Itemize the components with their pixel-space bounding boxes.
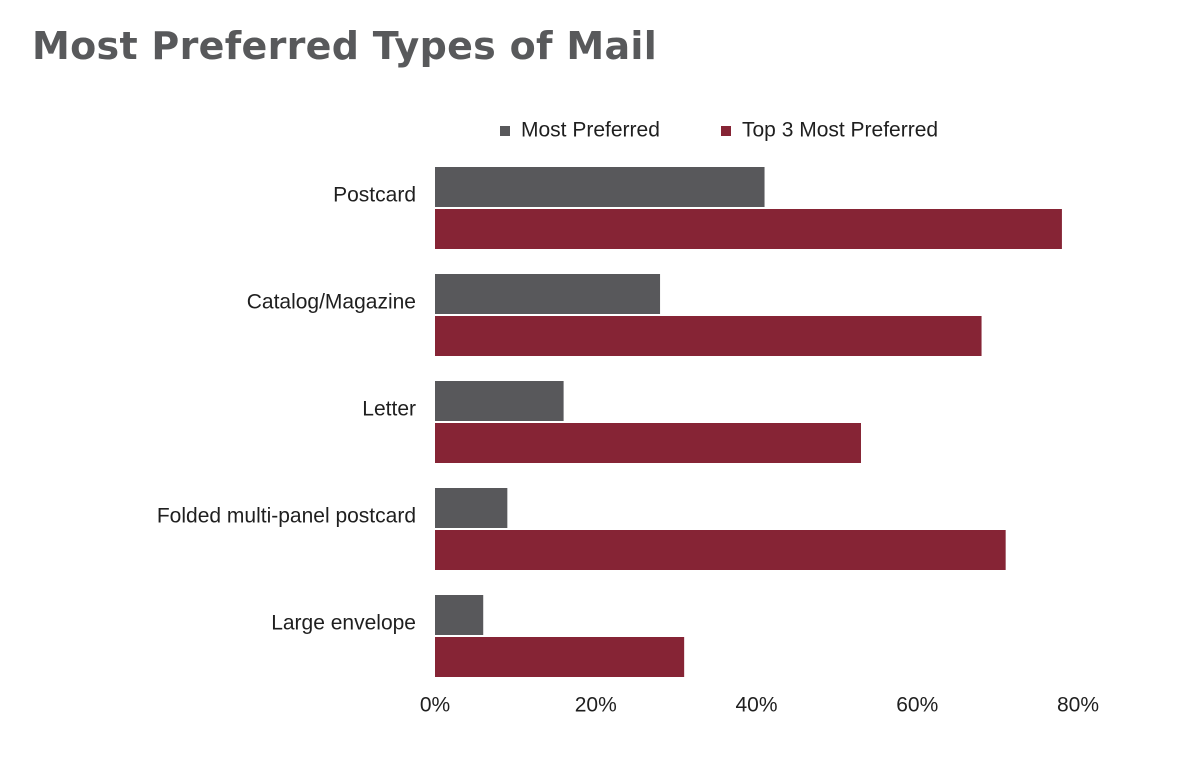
- bar-postcard-most-preferred: [435, 167, 765, 207]
- x-axis: 0% 20% 40% 60% 80%: [420, 694, 1099, 717]
- bar-folded-multi-panel-postcard-most-preferred: [435, 488, 508, 528]
- bar-catalog-magazine-top-3-most-preferred: [435, 316, 982, 356]
- category-label-large-envelope: Large envelope: [271, 612, 416, 635]
- chart-title: Most Preferred Types of Mail: [32, 24, 658, 68]
- legend-label-most-preferred: Most Preferred: [521, 119, 660, 142]
- bar-large-envelope-most-preferred: [435, 595, 484, 635]
- category-label-folded-multi-panel-postcard: Folded multi-panel postcard: [157, 505, 416, 528]
- bar-postcard-top-3-most-preferred: [435, 209, 1062, 249]
- bar-letter-most-preferred: [435, 381, 564, 421]
- category-labels: Postcard Catalog/Magazine Letter Folded mul…: [157, 184, 416, 635]
- legend: Most Preferred Top 3 Most Preferred: [500, 119, 938, 142]
- bar-letter-top-3-most-preferred: [435, 423, 861, 463]
- bars: [435, 167, 1062, 677]
- x-tick-label: 40%: [735, 694, 777, 717]
- x-tick-label: 20%: [575, 694, 617, 717]
- category-label-letter: Letter: [362, 398, 416, 421]
- bar-large-envelope-top-3-most-preferred: [435, 637, 685, 677]
- legend-swatch-top-3-most-preferred: [721, 126, 731, 136]
- x-tick-label: 0%: [420, 694, 450, 717]
- x-tick-label: 80%: [1057, 694, 1099, 717]
- bar-catalog-magazine-most-preferred: [435, 274, 661, 314]
- category-label-catalog-magazine: Catalog/Magazine: [247, 291, 416, 314]
- legend-label-top-3-most-preferred: Top 3 Most Preferred: [742, 119, 938, 142]
- x-tick-label: 60%: [896, 694, 938, 717]
- legend-swatch-most-preferred: [500, 126, 510, 136]
- category-label-postcard: Postcard: [333, 184, 416, 207]
- bar-folded-multi-panel-postcard-top-3-most-preferred: [435, 530, 1006, 570]
